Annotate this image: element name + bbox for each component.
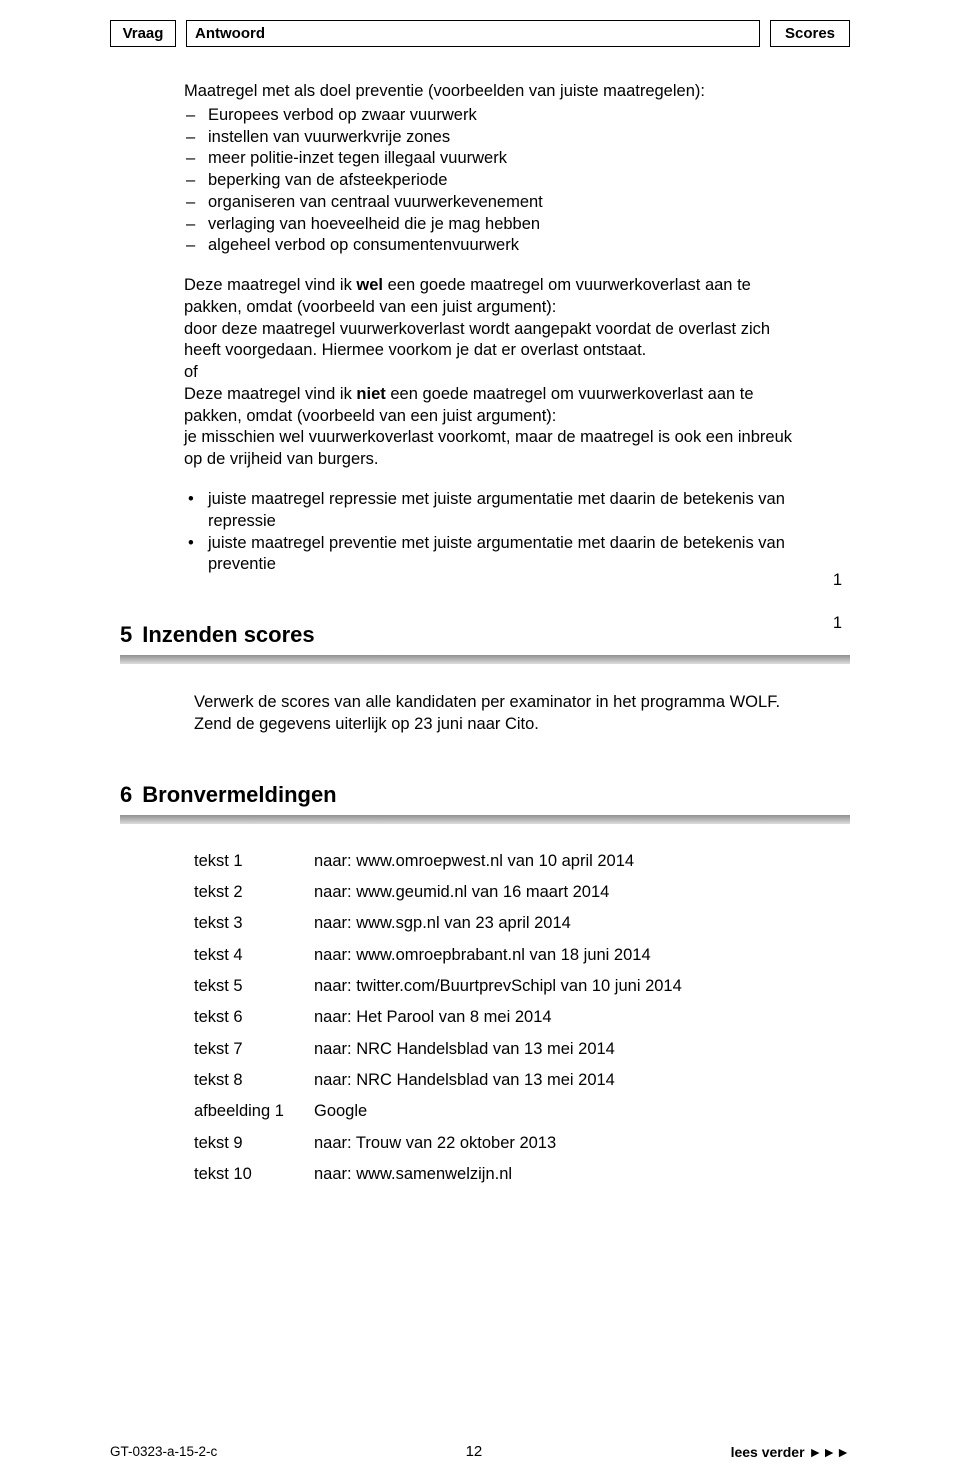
bron-key: tekst 9 <box>194 1128 314 1159</box>
bron-val: naar: NRC Handelsblad van 13 mei 2014 <box>314 1065 615 1096</box>
table-row: tekst 10naar: www.samenwelzijn.nl <box>194 1159 850 1190</box>
table-row: tekst 7naar: NRC Handelsblad van 13 mei … <box>194 1034 850 1065</box>
score-value: 1 <box>833 570 842 592</box>
bron-val: naar: twitter.com/BuurtprevSchipl van 10… <box>314 971 682 1002</box>
list-item: Europees verbod op zwaar vuurwerk <box>184 105 810 127</box>
bron-val: naar: NRC Handelsblad van 13 mei 2014 <box>314 1034 615 1065</box>
header-antwoord: Antwoord <box>186 20 760 47</box>
p1a: Deze maatregel vind ik <box>184 276 356 294</box>
bron-table: tekst 1naar: www.omroepwest.nl van 10 ap… <box>194 846 850 1191</box>
footer: GT-0323-a-15-2-c 12 lees verder ►►► <box>110 1443 850 1460</box>
bron-val: naar: Het Parool van 8 mei 2014 <box>314 1002 552 1033</box>
table-row: tekst 8naar: NRC Handelsblad van 13 mei … <box>194 1065 850 1096</box>
bron-key: tekst 3 <box>194 908 314 939</box>
bullet-text: juiste maatregel repressie met juiste ar… <box>208 490 785 530</box>
section-5-line1: Verwerk de scores van alle kandidaten pe… <box>194 692 810 714</box>
lead-text: Maatregel met als doel preventie (voorbe… <box>184 81 810 103</box>
bullet-text: juiste maatregel preventie met juiste ar… <box>208 534 785 574</box>
list-item: algeheel verbod op consumentenvuurwerk <box>184 235 810 257</box>
section-5-num: 5 <box>120 620 132 649</box>
bron-val: naar: Trouw van 22 oktober 2013 <box>314 1128 556 1159</box>
bron-key: tekst 10 <box>194 1159 314 1190</box>
dash-list: Europees verbod op zwaar vuurwerk instel… <box>184 105 810 257</box>
section-6-num: 6 <box>120 780 132 809</box>
table-row: tekst 2naar: www.geumid.nl van 16 maart … <box>194 877 850 908</box>
table-row: tekst 4naar: www.omroepbrabant.nl van 18… <box>194 940 850 971</box>
bron-key: tekst 6 <box>194 1002 314 1033</box>
section-5-line2: Zend de gegevens uiterlijk op 23 juni na… <box>194 714 810 736</box>
list-item: instellen van vuurwerkvrije zones <box>184 127 810 149</box>
of-text: of <box>184 362 810 384</box>
gradient-bar <box>120 655 850 664</box>
paragraph-explain1: door deze maatregel vuurwerkoverlast wor… <box>184 319 810 363</box>
table-row: afbeelding 1Google <box>194 1096 850 1127</box>
bron-key: afbeelding 1 <box>194 1096 314 1127</box>
gradient-bar <box>120 815 850 824</box>
niet-bold: niet <box>356 385 385 403</box>
footer-right: lees verder ►►► <box>731 1444 850 1460</box>
list-item: verlaging van hoeveelheid die je mag heb… <box>184 214 810 236</box>
list-item: beperking van de afsteekperiode <box>184 170 810 192</box>
paragraph-niet: Deze maatregel vind ik niet een goede ma… <box>184 384 810 428</box>
paragraph-wel: Deze maatregel vind ik wel een goede maa… <box>184 275 810 319</box>
list-item: meer politie-inzet tegen illegaal vuurwe… <box>184 148 810 170</box>
bullet-item: juiste maatregel repressie met juiste ar… <box>184 489 810 533</box>
header-row: Vraag Antwoord Scores <box>110 20 850 47</box>
section-5: 5 Inzenden scores Verwerk de scores van … <box>120 620 850 736</box>
section-6: 6 Bronvermeldingen tekst 1naar: www.omro… <box>120 780 850 1191</box>
bron-key: tekst 5 <box>194 971 314 1002</box>
bron-key: tekst 1 <box>194 846 314 877</box>
bron-key: tekst 2 <box>194 877 314 908</box>
footer-left: GT-0323-a-15-2-c <box>110 1444 217 1459</box>
bullet-item: juiste maatregel preventie met juiste ar… <box>184 533 810 577</box>
p3a: Deze maatregel vind ik <box>184 385 356 403</box>
bron-key: tekst 7 <box>194 1034 314 1065</box>
bron-val: naar: www.sgp.nl van 23 april 2014 <box>314 908 571 939</box>
paragraph-explain2: je misschien wel vuurwerkoverlast voorko… <box>184 427 810 471</box>
bron-val: naar: www.samenwelzijn.nl <box>314 1159 512 1190</box>
table-row: tekst 3naar: www.sgp.nl van 23 april 201… <box>194 908 850 939</box>
table-row: tekst 5naar: twitter.com/BuurtprevSchipl… <box>194 971 850 1002</box>
bron-val: naar: www.omroepwest.nl van 10 april 201… <box>314 846 634 877</box>
bullet-list: juiste maatregel repressie met juiste ar… <box>184 489 810 576</box>
score-value: 1 <box>833 613 842 635</box>
bron-val: naar: www.omroepbrabant.nl van 18 juni 2… <box>314 940 651 971</box>
section-5-body: Verwerk de scores van alle kandidaten pe… <box>194 692 810 736</box>
section-6-title: Bronvermeldingen <box>142 780 336 809</box>
answer-block: Maatregel met als doel preventie (voorbe… <box>184 81 810 576</box>
table-row: tekst 9naar: Trouw van 22 oktober 2013 <box>194 1128 850 1159</box>
bron-key: tekst 4 <box>194 940 314 971</box>
header-vraag: Vraag <box>110 20 176 47</box>
bron-key: tekst 8 <box>194 1065 314 1096</box>
footer-page-number: 12 <box>466 1443 483 1460</box>
header-scores: Scores <box>770 20 850 47</box>
table-row: tekst 1naar: www.omroepwest.nl van 10 ap… <box>194 846 850 877</box>
table-row: tekst 6naar: Het Parool van 8 mei 2014 <box>194 1002 850 1033</box>
wel-bold: wel <box>356 276 383 294</box>
bron-val: Google <box>314 1096 367 1127</box>
section-5-title: Inzenden scores <box>142 620 314 649</box>
bron-val: naar: www.geumid.nl van 16 maart 2014 <box>314 877 609 908</box>
list-item: organiseren van centraal vuurwerkeveneme… <box>184 192 810 214</box>
